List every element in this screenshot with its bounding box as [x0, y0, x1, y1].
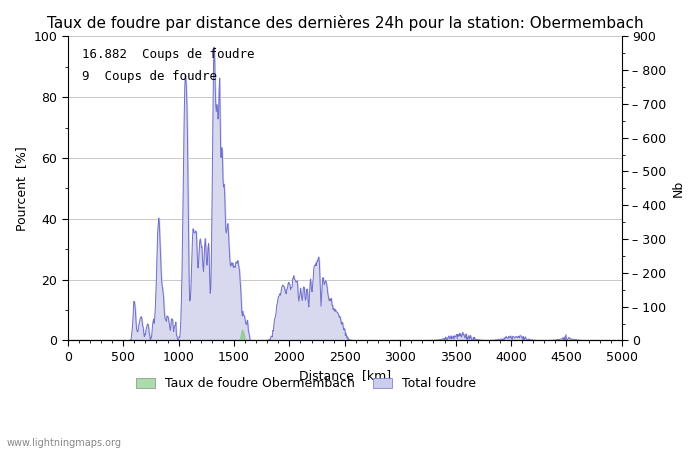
Y-axis label: Nb: Nb [672, 180, 685, 197]
X-axis label: Distance  [km]: Distance [km] [299, 369, 391, 382]
Text: www.lightningmaps.org: www.lightningmaps.org [7, 438, 122, 448]
Title: Taux de foudre par distance des dernières 24h pour la station: Obermembach: Taux de foudre par distance des dernière… [46, 15, 643, 31]
Text: 9  Coups de foudre: 9 Coups de foudre [82, 70, 217, 83]
Y-axis label: Pourcent  [%]: Pourcent [%] [15, 146, 28, 231]
Legend: Taux de foudre Obermembach, Total foudre: Taux de foudre Obermembach, Total foudre [131, 372, 481, 395]
Text: 16.882  Coups de foudre: 16.882 Coups de foudre [82, 49, 254, 62]
